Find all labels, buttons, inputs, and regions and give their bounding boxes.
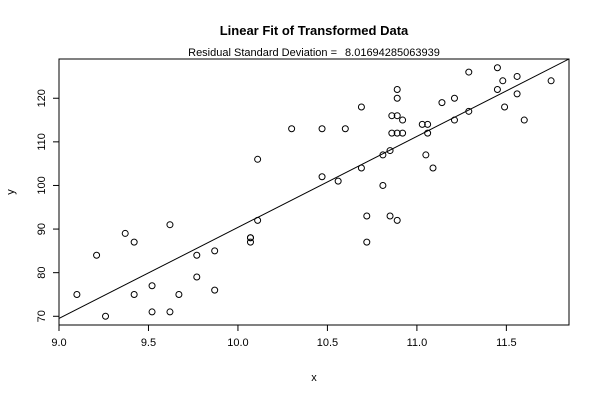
data-point-32: [386, 147, 394, 155]
data-point-58: [520, 116, 528, 124]
y-tick-label-3: 100: [36, 176, 48, 194]
data-point-17: [246, 234, 254, 242]
data-point-9: [166, 221, 174, 229]
data-point-13: [211, 286, 219, 294]
data-point-15: [246, 238, 254, 246]
data-point-41: [399, 116, 407, 124]
data-point-21: [318, 173, 326, 181]
data-point-34: [388, 112, 396, 120]
data-point-44: [424, 129, 432, 137]
data-point-6: [148, 308, 156, 316]
data-point-3: [121, 229, 129, 237]
data-point-24: [341, 125, 349, 133]
x-axis-label: x: [311, 372, 317, 384]
data-point-28: [363, 212, 371, 220]
data-point-31: [386, 212, 394, 220]
data-point-47: [438, 99, 446, 107]
chart-subtitle: Residual Standard Deviation = 8.016942850…: [188, 47, 440, 59]
data-point-57: [513, 72, 521, 80]
data-point-1: [93, 251, 101, 259]
data-point-33: [388, 129, 396, 137]
x-tick-label-3: 10.5: [317, 337, 338, 349]
data-point-59: [547, 77, 555, 85]
data-point-40: [399, 129, 407, 137]
data-point-8: [166, 308, 174, 316]
y-tick-label-0: 70: [36, 310, 48, 322]
data-point-19: [254, 155, 262, 163]
subtitle-value: 8.01694285063939: [345, 47, 440, 59]
data-point-29: [379, 181, 387, 189]
x-tick-label-1: 9.5: [141, 337, 156, 349]
data-point-51: [465, 68, 473, 76]
data-point-18: [254, 216, 262, 224]
data-point-11: [193, 273, 201, 281]
data-point-46: [429, 164, 437, 172]
subtitle-label: Residual Standard Deviation =: [188, 47, 337, 59]
data-point-54: [499, 77, 507, 85]
x-tick-label-4: 11.0: [407, 337, 428, 349]
data-point-14: [211, 247, 219, 255]
data-point-30: [379, 151, 387, 159]
data-point-52: [493, 86, 501, 94]
data-point-4: [130, 290, 138, 298]
data-point-56: [513, 90, 521, 98]
data-point-55: [501, 103, 509, 111]
data-point-10: [175, 290, 183, 298]
y-tick-label-4: 110: [36, 133, 48, 151]
data-point-42: [418, 120, 426, 128]
data-point-53: [493, 64, 501, 72]
data-point-49: [450, 94, 458, 102]
data-point-25: [357, 164, 365, 172]
data-point-23: [334, 177, 342, 185]
y-tick-label-5: 120: [36, 89, 48, 107]
data-point-26: [357, 103, 365, 111]
x-tick-label-2: 10.0: [227, 337, 248, 349]
y-axis-label: y: [5, 189, 17, 195]
x-tick-label-0: 9.0: [51, 337, 66, 349]
data-point-39: [393, 86, 401, 94]
data-point-37: [393, 112, 401, 120]
data-point-45: [424, 120, 432, 128]
data-point-27: [363, 238, 371, 246]
x-tick-label-5: 11.5: [496, 337, 517, 349]
data-point-22: [318, 125, 326, 133]
data-point-5: [130, 238, 138, 246]
data-point-20: [288, 125, 296, 133]
data-point-0: [73, 290, 81, 298]
y-tick-label-1: 80: [36, 267, 48, 279]
plot-frame: [58, 58, 570, 326]
chart-title: Linear Fit of Transformed Data: [220, 23, 409, 38]
data-point-43: [422, 151, 430, 159]
data-point-36: [393, 129, 401, 137]
y-tick-label-2: 90: [36, 223, 48, 235]
data-point-2: [102, 312, 110, 320]
data-point-50: [465, 107, 473, 115]
data-point-7: [148, 282, 156, 290]
data-point-35: [393, 216, 401, 224]
data-point-12: [193, 251, 201, 259]
data-point-48: [450, 116, 458, 124]
fit-line: [59, 59, 569, 319]
data-point-38: [393, 94, 401, 102]
